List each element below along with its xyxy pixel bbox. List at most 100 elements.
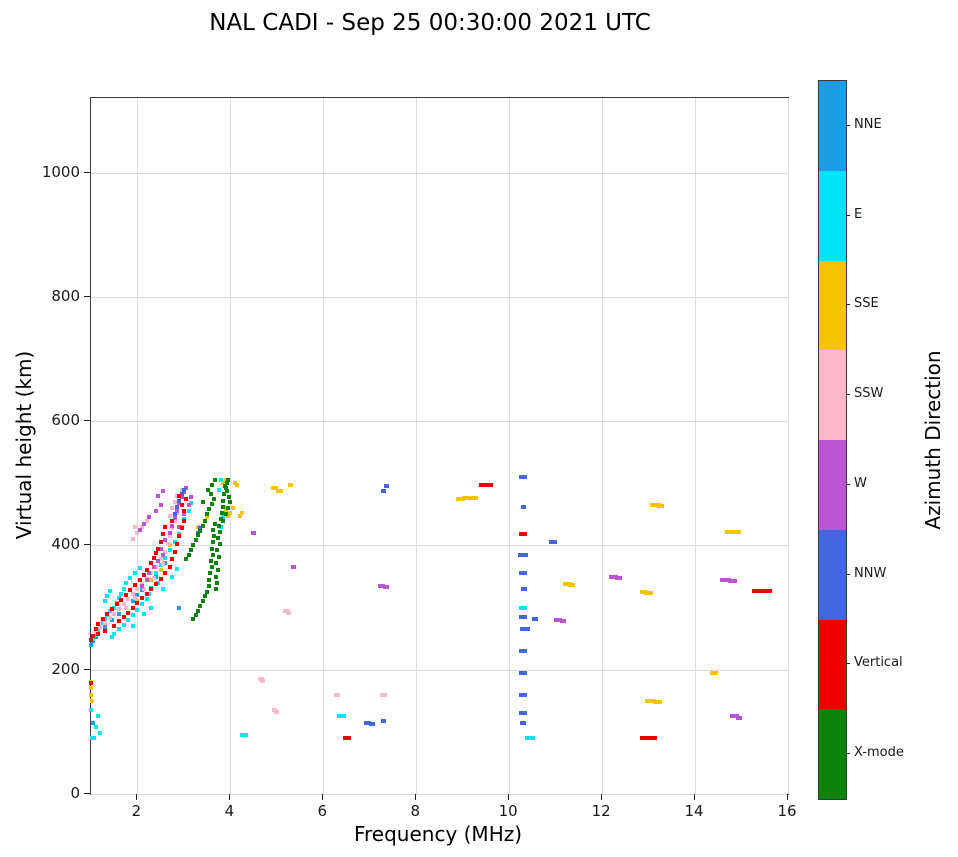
colorbar-segment-ssw	[819, 350, 846, 440]
data-point	[172, 516, 177, 521]
data-point	[275, 488, 283, 493]
data-point	[213, 574, 218, 579]
data-point	[163, 538, 168, 543]
data-point	[167, 513, 172, 518]
y-tick-label: 0	[70, 784, 80, 802]
data-point	[650, 503, 662, 508]
data-point	[95, 621, 100, 626]
data-point	[519, 614, 528, 619]
data-point	[290, 565, 296, 570]
data-point	[93, 626, 98, 631]
data-point	[209, 565, 214, 570]
data-point	[163, 555, 168, 560]
data-point	[285, 610, 291, 615]
data-point	[161, 562, 166, 567]
data-point	[126, 596, 131, 601]
data-point	[91, 636, 96, 641]
data-point	[736, 715, 743, 720]
y-tick-label: 600	[51, 411, 80, 430]
data-point	[89, 692, 93, 697]
x-tick	[415, 794, 417, 800]
data-point	[271, 486, 279, 491]
data-point	[531, 616, 538, 621]
colorbar-tick-label: E	[854, 206, 863, 222]
colorbar-tick-label: Vertical	[854, 655, 903, 671]
data-point	[520, 720, 527, 725]
data-point	[191, 543, 196, 548]
gridline-vertical	[695, 98, 697, 794]
data-point	[202, 594, 207, 599]
data-point	[214, 586, 219, 591]
colorbar-tick	[846, 663, 850, 665]
data-point	[121, 622, 126, 627]
data-point	[214, 560, 219, 565]
colorbar-tick-label: NNW	[854, 565, 887, 581]
data-point	[123, 593, 128, 598]
data-point	[130, 591, 135, 596]
data-point	[609, 574, 619, 579]
data-point	[174, 504, 179, 509]
data-point	[719, 577, 731, 582]
data-point	[288, 482, 294, 487]
data-point	[217, 542, 222, 547]
data-point	[114, 602, 119, 607]
data-point	[126, 618, 131, 622]
data-point	[107, 589, 112, 594]
data-point	[381, 718, 387, 723]
y-tick	[84, 544, 90, 546]
data-point	[752, 588, 764, 593]
data-point	[98, 731, 103, 736]
data-point	[520, 504, 526, 509]
data-point	[174, 542, 179, 547]
data-point	[179, 487, 184, 492]
data-point	[240, 511, 245, 516]
data-point	[479, 483, 489, 488]
data-point	[519, 649, 528, 654]
data-point	[142, 611, 147, 616]
data-point	[130, 537, 135, 542]
data-point	[195, 524, 200, 529]
colorbar-tick	[846, 304, 850, 306]
data-point	[188, 501, 193, 506]
data-point	[177, 493, 182, 498]
data-point	[112, 624, 117, 629]
data-point	[193, 538, 198, 543]
data-point	[195, 533, 200, 538]
data-point	[210, 527, 215, 532]
data-point	[142, 521, 147, 526]
colorbar-tick	[846, 573, 850, 575]
x-tick-label: 14	[684, 802, 704, 820]
data-point	[133, 583, 138, 588]
data-point	[230, 506, 235, 511]
data-point	[116, 596, 121, 601]
data-point	[206, 487, 211, 492]
data-point	[216, 535, 221, 540]
data-point	[518, 552, 529, 557]
data-point	[93, 635, 98, 640]
data-point	[212, 497, 217, 502]
colorbar-tick-label: SSE	[854, 296, 879, 312]
gridline-vertical	[788, 98, 789, 794]
data-point	[656, 504, 664, 509]
data-point	[208, 558, 213, 563]
data-point	[181, 509, 186, 514]
data-point	[133, 596, 138, 601]
data-point	[519, 711, 528, 716]
data-point	[140, 583, 145, 588]
data-point	[112, 605, 117, 610]
data-point	[240, 732, 249, 737]
data-point	[226, 478, 231, 483]
data-point	[170, 574, 175, 579]
data-point	[519, 670, 528, 675]
data-point	[614, 575, 622, 580]
data-point	[220, 511, 225, 516]
data-point	[163, 571, 168, 576]
data-point	[223, 478, 228, 483]
data-point	[135, 593, 140, 598]
data-point	[381, 488, 387, 493]
data-point	[235, 483, 240, 488]
data-point	[725, 529, 735, 534]
x-tick	[136, 794, 138, 800]
data-point	[223, 506, 228, 511]
data-point	[521, 586, 528, 591]
